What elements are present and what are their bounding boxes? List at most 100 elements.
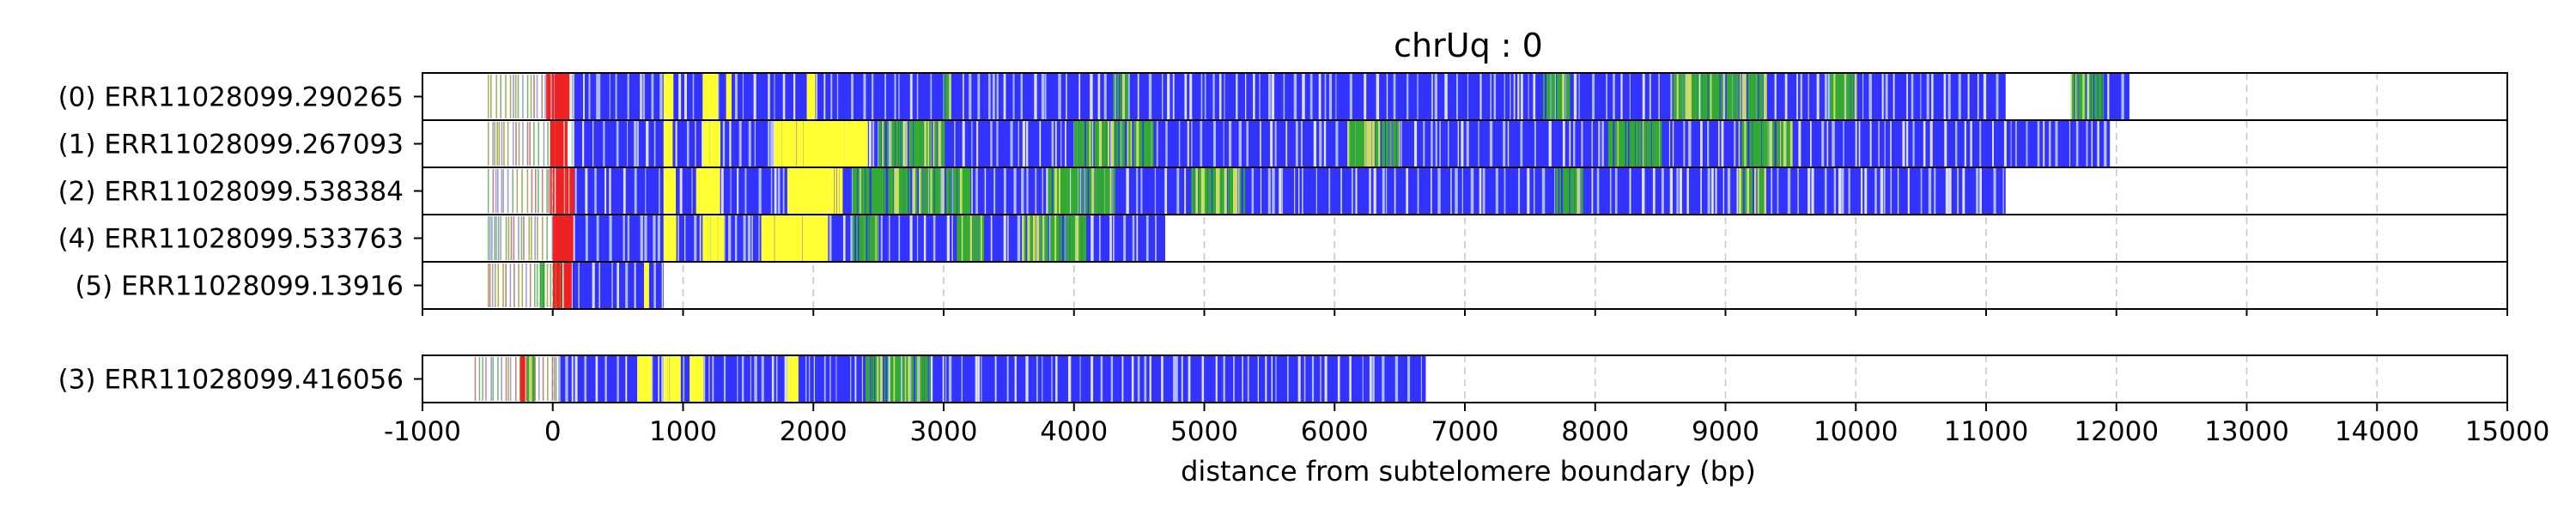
yellow-mark xyxy=(864,121,867,167)
yellow-mark xyxy=(670,356,673,402)
yellow-mark xyxy=(801,121,804,167)
read-stripe xyxy=(1838,168,1842,214)
green-mark xyxy=(909,121,913,167)
green-mark xyxy=(898,356,902,402)
yellow-mark xyxy=(703,74,708,119)
yellow-mark xyxy=(707,121,710,167)
green-mark xyxy=(1776,121,1780,167)
green-mark xyxy=(965,168,969,214)
read-stripe xyxy=(813,356,815,402)
green-mark xyxy=(1139,121,1141,167)
read-stripe xyxy=(738,121,742,167)
read-stripe xyxy=(1114,74,1116,119)
read-mark xyxy=(528,216,531,260)
read-stripe xyxy=(1100,356,1103,402)
read-stripe xyxy=(1253,74,1255,119)
read-stripe xyxy=(611,263,613,308)
green-mark xyxy=(1208,168,1212,214)
green-mark xyxy=(1646,121,1649,167)
read-stripe xyxy=(1121,356,1124,402)
green-mark xyxy=(968,215,971,261)
green-mark xyxy=(1060,215,1062,261)
read-mark xyxy=(553,75,555,118)
green-mark xyxy=(1091,121,1093,167)
read-stripe xyxy=(1298,168,1300,214)
yellow-mark xyxy=(788,356,791,402)
green-mark xyxy=(1772,121,1775,167)
green-mark xyxy=(1102,121,1106,167)
green-mark xyxy=(1755,121,1759,167)
read-stripe xyxy=(1400,121,1402,167)
yellow-mark xyxy=(810,168,812,214)
green-mark xyxy=(1750,168,1753,214)
yellow-mark xyxy=(814,168,817,214)
green-mark xyxy=(912,168,916,214)
read-stripe xyxy=(1528,74,1529,119)
green-mark xyxy=(1078,215,1082,261)
yellow-mark xyxy=(663,74,668,119)
read-mark xyxy=(495,216,497,260)
green-mark xyxy=(1570,168,1574,214)
green-mark xyxy=(1651,121,1656,167)
green-mark xyxy=(2094,74,2098,119)
green-mark xyxy=(1759,121,1762,167)
read-mark xyxy=(491,216,493,260)
read-stripe xyxy=(1164,168,1168,214)
yellow-mark xyxy=(784,121,787,167)
green-mark xyxy=(904,356,907,402)
read-stripe xyxy=(1191,121,1193,167)
green-mark xyxy=(903,168,906,214)
green-mark xyxy=(926,168,928,214)
read-mark xyxy=(541,169,544,213)
yellow-mark xyxy=(817,168,819,214)
green-mark xyxy=(981,215,985,261)
read-stripe xyxy=(1996,74,1999,119)
read-stripe xyxy=(609,215,612,261)
read-stripe xyxy=(724,215,726,261)
x-tick-label: 15000 xyxy=(2465,416,2550,447)
read-stripe xyxy=(1798,121,1801,167)
read-stripe xyxy=(1272,168,1275,214)
green-mark xyxy=(908,168,911,214)
green-mark xyxy=(1056,215,1059,261)
read-mark xyxy=(505,216,507,260)
yellow-mark xyxy=(790,215,793,261)
yellow-mark xyxy=(665,168,668,214)
green-mark xyxy=(1377,121,1381,167)
read-mark xyxy=(489,216,491,260)
green-mark xyxy=(1046,215,1048,261)
green-mark xyxy=(1697,74,1699,119)
read-stripe xyxy=(1620,74,1623,119)
green-mark xyxy=(1611,121,1613,167)
read-stripe xyxy=(692,74,695,119)
green-mark xyxy=(1098,168,1102,214)
green-mark xyxy=(1738,121,1741,167)
read-mark xyxy=(518,264,519,307)
read-stripe xyxy=(1902,121,1905,167)
yellow-mark xyxy=(714,74,719,119)
read-stripe xyxy=(722,121,726,167)
green-mark xyxy=(1559,168,1561,214)
green-mark xyxy=(1848,74,1850,119)
green-mark xyxy=(1121,121,1124,167)
read-stripe xyxy=(712,356,714,402)
yellow-mark xyxy=(676,356,681,402)
green-mark xyxy=(915,168,918,214)
read-mark xyxy=(490,75,492,118)
read-stripe xyxy=(963,74,964,119)
green-mark xyxy=(1744,121,1747,167)
yellow-mark xyxy=(663,215,666,261)
read-stripe xyxy=(1878,121,1880,167)
green-mark xyxy=(1091,168,1095,214)
red-mark xyxy=(562,215,567,261)
red-mark xyxy=(565,215,570,261)
green-mark xyxy=(966,215,969,261)
read-mark xyxy=(551,357,554,401)
read-stripe xyxy=(1051,356,1053,402)
read-stripe xyxy=(1479,74,1482,119)
read-stripe xyxy=(1132,215,1135,261)
read-stripe xyxy=(977,356,981,402)
read-stripe xyxy=(1340,168,1342,214)
read-stripe xyxy=(774,74,775,119)
read-mark xyxy=(558,357,560,401)
